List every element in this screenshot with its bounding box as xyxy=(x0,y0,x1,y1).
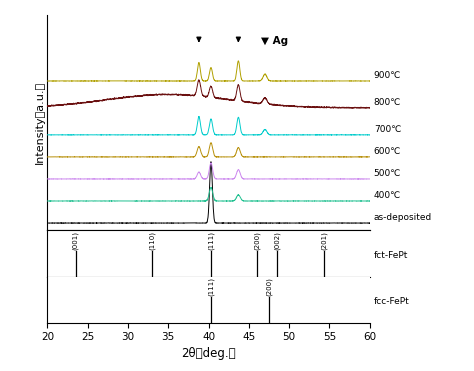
Text: 900℃: 900℃ xyxy=(374,71,401,80)
Text: as-deposited: as-deposited xyxy=(374,213,432,222)
Text: (201): (201) xyxy=(320,231,327,250)
Text: 700℃: 700℃ xyxy=(374,125,401,134)
Text: (001): (001) xyxy=(73,231,79,250)
Text: 600℃: 600℃ xyxy=(374,147,401,156)
Text: (111): (111) xyxy=(208,231,214,250)
Text: (002): (002) xyxy=(274,231,280,250)
Y-axis label: Intensity（a.u.）: Intensity（a.u.） xyxy=(35,81,45,164)
Text: 800℃: 800℃ xyxy=(374,98,401,107)
Text: ▼ Ag: ▼ Ag xyxy=(261,36,288,46)
Text: (200): (200) xyxy=(254,231,260,250)
Text: (110): (110) xyxy=(149,231,155,250)
Text: 400℃: 400℃ xyxy=(374,191,401,200)
Text: 500℃: 500℃ xyxy=(374,169,401,178)
Text: (200): (200) xyxy=(266,277,272,296)
Text: fct-FePt: fct-FePt xyxy=(374,251,408,260)
Text: (111): (111) xyxy=(208,277,214,296)
Text: fcc-FePt: fcc-FePt xyxy=(374,298,410,306)
X-axis label: 2θ（deg.）: 2θ（deg.） xyxy=(181,347,236,359)
